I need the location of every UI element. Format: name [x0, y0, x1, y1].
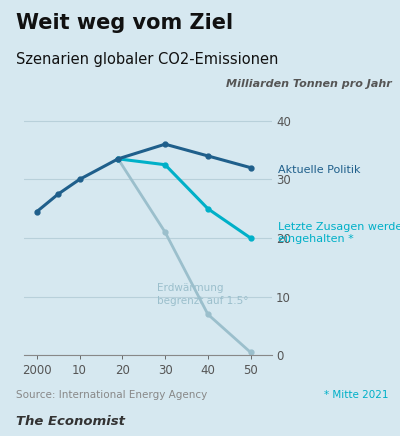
- Text: Source: International Energy Agency: Source: International Energy Agency: [16, 390, 207, 400]
- Text: eingehalten *: eingehalten *: [278, 234, 354, 244]
- Text: begrenzt auf 1.5°: begrenzt auf 1.5°: [156, 296, 248, 307]
- Text: * Mitte 2021: * Mitte 2021: [324, 390, 388, 400]
- Text: Weit weg vom Ziel: Weit weg vom Ziel: [16, 13, 233, 33]
- Text: The Economist: The Economist: [16, 415, 125, 428]
- Text: Letzte Zusagen werden: Letzte Zusagen werden: [278, 222, 400, 232]
- Text: Erdwärmung: Erdwärmung: [156, 283, 223, 293]
- Text: Milliarden Tonnen pro Jahr: Milliarden Tonnen pro Jahr: [226, 79, 392, 89]
- Text: Szenarien globaler CO2-Emissionen: Szenarien globaler CO2-Emissionen: [16, 52, 278, 67]
- Text: Aktuelle Politik: Aktuelle Politik: [278, 165, 360, 175]
